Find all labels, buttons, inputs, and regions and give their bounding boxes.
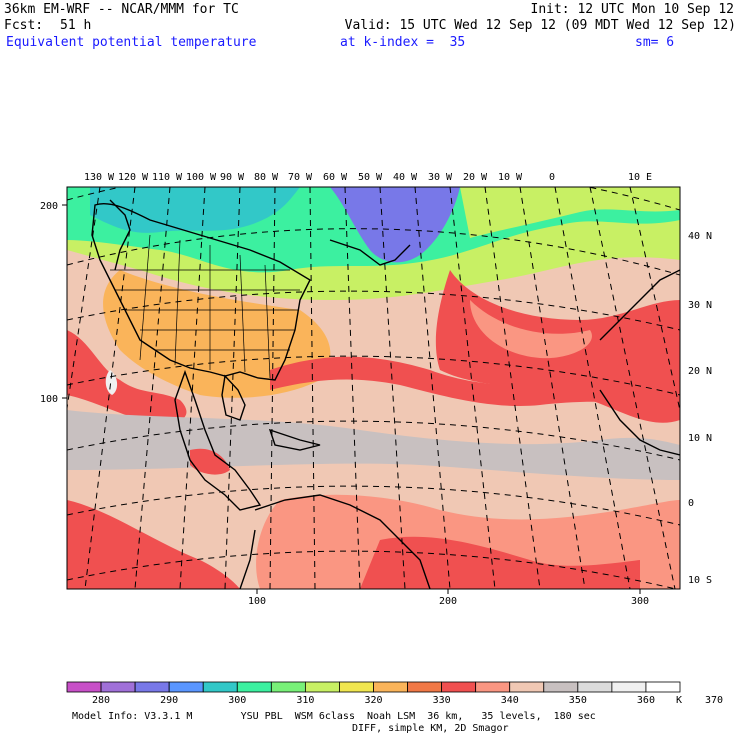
colorbar-swatch — [577, 681, 613, 693]
longitude-label: 40 W — [393, 172, 418, 183]
colorbar-swatch — [66, 681, 102, 693]
grid-index-label: 100 — [40, 394, 58, 405]
colorbar-swatch — [475, 681, 511, 693]
longitude-label: 10 E — [628, 172, 652, 183]
colorbar-swatch — [373, 681, 408, 693]
colorbar-swatch — [134, 681, 170, 693]
colorbar — [66, 681, 681, 693]
level-index: at k-index = 35 — [340, 35, 466, 50]
colorbar-label: 340 — [501, 695, 519, 706]
grid-index-label: 200 — [40, 201, 58, 212]
model-title: 36km EM-WRF -- NCAR/MMM for TC — [4, 2, 239, 17]
latitude-label: 20 N — [688, 366, 712, 377]
coastlines — [91, 199, 680, 589]
init-time: Init: 12 UTC Mon 10 Sep 12 — [530, 2, 735, 17]
longitude-label: 120 W — [118, 172, 149, 183]
latitude-label: 10 N — [688, 433, 712, 444]
colorbar-label: 310 — [296, 695, 314, 706]
grid-index-label: 200 — [439, 596, 457, 607]
colorbar-label: 290 — [160, 695, 178, 706]
valid-time: Valid: 15 UTC Wed 12 Sep 12 (09 MDT Wed … — [344, 18, 736, 33]
grid-index-labels: 200 100 100 200 300 — [40, 201, 649, 607]
colorbar-swatch — [168, 681, 204, 693]
map-frame-ticks — [62, 204, 641, 594]
theta-e-field — [67, 187, 680, 589]
longitude-label: 0 — [549, 172, 555, 183]
forecast-hour: 51 h — [60, 18, 92, 33]
latitude-labels: 40 N 30 N 20 N 10 N 0 10 S — [688, 231, 712, 586]
forecast-label: Fcst: — [4, 18, 44, 33]
colorbar-swatch — [543, 681, 579, 693]
longitude-label: 60 W — [323, 172, 348, 183]
colorbar-label: 330 — [433, 695, 451, 706]
colorbar-label: 370 — [705, 695, 723, 706]
latitude-label: 30 N — [688, 300, 712, 311]
longitude-label: 80 W — [254, 172, 279, 183]
longitude-labels: 130 W 120 W 110 W 100 W 90 W 80 W 70 W 60 W 50 W… — [84, 172, 652, 183]
latlon-grid — [67, 187, 680, 589]
latitude-label: 40 N — [688, 231, 712, 242]
colorbar-swatch — [407, 681, 443, 693]
longitude-label: 20 W — [463, 172, 488, 183]
longitude-label: 90 W — [220, 172, 245, 183]
grid-index-label: 100 — [248, 596, 266, 607]
colorbar-labels: 280 290 300 310 320 330 340 350 360 370 K — [92, 695, 723, 706]
model-info-line1: Model Info: V3.3.1 M YSU PBL WSM 6class … — [72, 711, 596, 722]
smoothing-value: sm= 6 — [635, 35, 675, 50]
longitude-label: 10 W — [498, 172, 523, 183]
colorbar-swatch — [202, 681, 238, 693]
colorbar-label: 300 — [228, 695, 246, 706]
field-name: Equivalent potential temperature — [6, 35, 257, 50]
colorbar-swatch — [236, 681, 272, 693]
colorbar-label: 350 — [569, 695, 587, 706]
grid-index-label: 300 — [631, 596, 649, 607]
longitude-label: 50 W — [358, 172, 383, 183]
colorbar-swatch — [509, 681, 545, 693]
colorbar-swatch — [304, 681, 340, 693]
colorbar-swatch — [100, 681, 136, 693]
model-info-line2: DIFF, simple KM, 2D Smagor — [352, 723, 509, 734]
colorbar-swatch — [441, 681, 477, 693]
latitude-label: 0 — [688, 498, 694, 509]
longitude-label: 110 W — [152, 172, 183, 183]
longitude-label: 100 W — [186, 172, 217, 183]
colorbar-swatch — [270, 681, 306, 693]
colorbar-swatch — [339, 681, 374, 693]
longitude-label: 130 W — [84, 172, 115, 183]
colorbar-label: 320 — [364, 695, 382, 706]
longitude-label: 30 W — [428, 172, 453, 183]
state-borders — [110, 234, 300, 379]
colorbar-swatch — [645, 681, 681, 693]
longitude-label: 70 W — [288, 172, 313, 183]
colorbar-label: 280 — [92, 695, 110, 706]
colorbar-swatch — [611, 681, 647, 693]
colorbar-label: 360 — [637, 695, 655, 706]
map-frame — [66, 186, 681, 590]
latitude-label: 10 S — [688, 575, 712, 586]
colorbar-unit: K — [676, 695, 682, 706]
